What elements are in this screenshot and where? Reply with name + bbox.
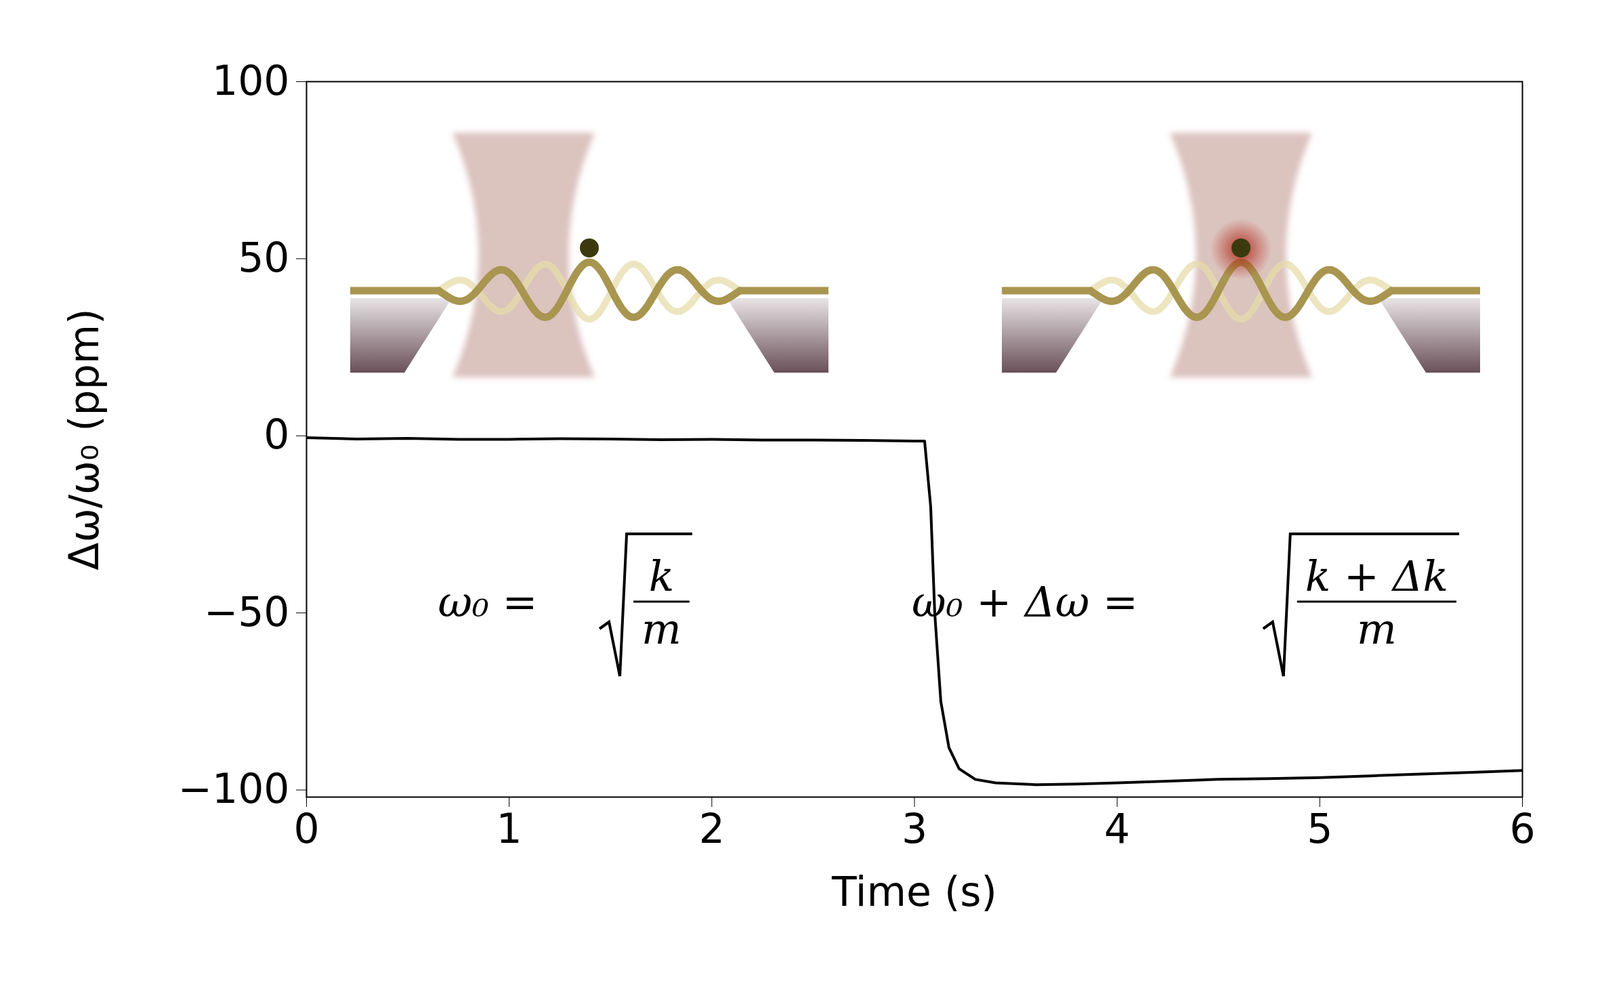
svg-text:k + Δk: k + Δk — [1305, 551, 1449, 601]
svg-text:4: 4 — [1104, 804, 1130, 853]
svg-text:6: 6 — [1509, 804, 1535, 853]
svg-text:ω₀ =: ω₀ = — [437, 577, 538, 627]
svg-text:Δω/ω₀ (ppm): Δω/ω₀ (ppm) — [60, 308, 108, 570]
svg-text:k: k — [648, 551, 675, 601]
svg-text:2: 2 — [699, 804, 725, 853]
svg-text:m: m — [1356, 604, 1397, 654]
svg-text:100: 100 — [212, 56, 290, 105]
svg-text:0: 0 — [293, 804, 320, 853]
svg-text:m: m — [641, 604, 682, 654]
svg-text:1: 1 — [496, 804, 523, 853]
svg-text:Time (s): Time (s) — [831, 867, 998, 916]
svg-text:−100: −100 — [178, 764, 290, 813]
svg-text:50: 50 — [237, 233, 290, 282]
svg-text:0: 0 — [263, 410, 290, 458]
svg-text:3: 3 — [901, 804, 928, 853]
svg-text:ω₀ + Δω =: ω₀ + Δω = — [911, 577, 1139, 627]
svg-text:5: 5 — [1306, 804, 1333, 853]
svg-text:−50: −50 — [203, 587, 290, 636]
